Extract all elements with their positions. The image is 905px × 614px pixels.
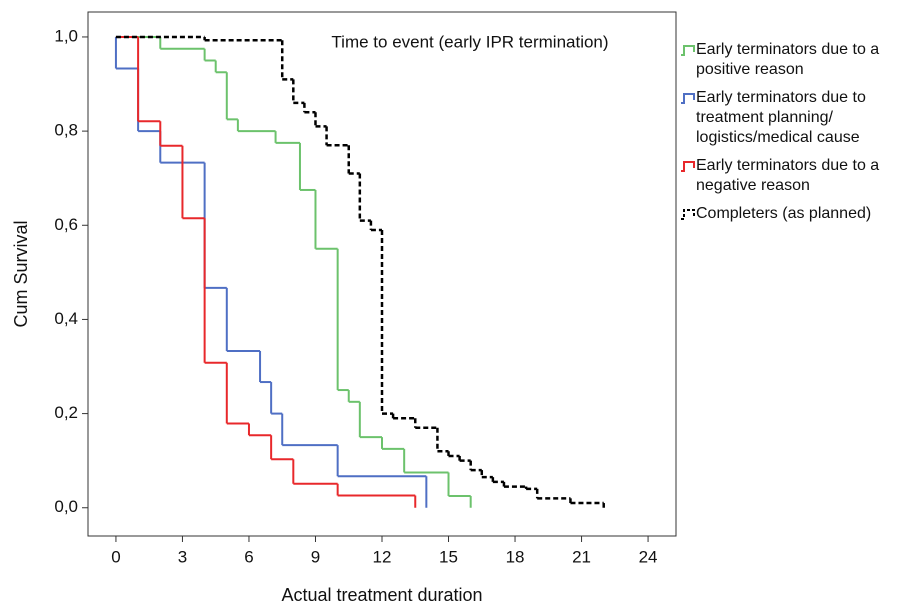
legend-icon [681, 209, 695, 220]
legend-icon [681, 45, 695, 56]
legend-icon [681, 161, 695, 172]
legend: Early terminators due to a positive reas… [680, 40, 902, 232]
legend-item: Early terminators due to treatment plann… [680, 88, 902, 148]
y-tick-label: 0,2 [54, 403, 78, 422]
legend-label: Early terminators due to a positive reas… [696, 41, 880, 78]
x-tick-label: 18 [506, 547, 525, 566]
y-tick-label: 0,6 [54, 215, 78, 234]
legend-label: Early terminators due to treatment plann… [696, 89, 866, 146]
legend-swatch [681, 93, 695, 104]
x-axis-label: Actual treatment duration [281, 585, 482, 605]
x-tick-label: 24 [639, 547, 658, 566]
x-tick-label: 15 [439, 547, 458, 566]
legend-item: Completers (as planned) [680, 204, 902, 224]
legend-item: Early terminators due to a negative reas… [680, 156, 902, 196]
x-tick-label: 9 [311, 547, 320, 566]
y-tick-label: 0,0 [54, 497, 78, 516]
legend-swatch [681, 209, 695, 220]
x-tick-label: 3 [178, 547, 187, 566]
x-tick-label: 0 [111, 547, 120, 566]
legend-swatch [681, 45, 695, 56]
y-tick-label: 0,8 [54, 121, 78, 140]
y-tick-label: 1,0 [54, 26, 78, 45]
y-tick-label: 0,4 [54, 309, 78, 328]
x-tick-label: 6 [244, 547, 253, 566]
x-tick-label: 21 [572, 547, 591, 566]
legend-label: Completers (as planned) [696, 205, 872, 222]
x-tick-label: 12 [373, 547, 392, 566]
legend-icon [681, 93, 695, 104]
y-axis-label: Cum Survival [11, 220, 31, 327]
legend-label: Early terminators due to a negative reas… [696, 157, 880, 194]
annotation: Time to event (early IPR termination) [331, 32, 608, 51]
legend-swatch [681, 161, 695, 172]
legend-item: Early terminators due to a positive reas… [680, 40, 902, 80]
